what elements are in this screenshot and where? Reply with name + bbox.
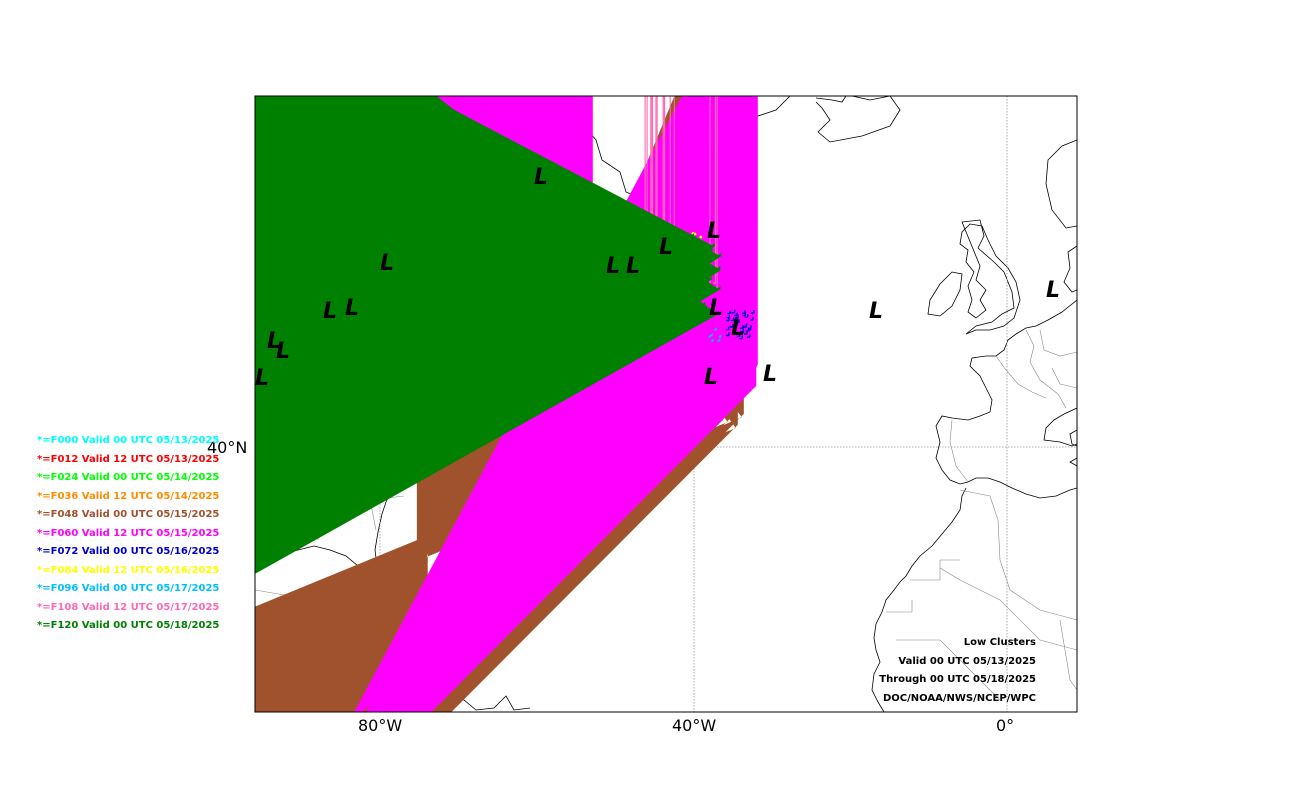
legend-item-f000: *=F000 Valid 00 UTC 05/13/2025	[37, 435, 220, 446]
cluster-marker	[747, 334, 751, 338]
cluster-marker	[725, 332, 730, 337]
low-center-symbol: L	[659, 235, 673, 260]
cluster-marker	[735, 314, 739, 319]
cluster-marker	[742, 310, 746, 314]
cluster-marker	[744, 314, 749, 318]
cluster-markers	[255, 96, 758, 712]
legend-item-f012: *=F012 Valid 12 UTC 05/13/2025	[37, 453, 220, 465]
low-center-symbol: L	[1046, 278, 1060, 303]
credits-agency: DOC/NOAA/NWS/NCEP/WPC	[883, 692, 1036, 704]
cluster-marker	[712, 96, 716, 285]
low-center-symbol: L	[534, 165, 548, 190]
cluster-marker	[734, 321, 738, 326]
cluster-marker	[739, 335, 743, 340]
legend-item-f060: *=F060 Valid 12 UTC 05/15/2025	[37, 527, 220, 539]
map-credits: Low Clusters Valid 00 UTC 05/13/2025 Thr…	[879, 634, 1036, 708]
cluster-marker	[727, 310, 731, 315]
cluster-marker	[717, 334, 722, 338]
cluster-marker	[707, 334, 712, 338]
low-center-symbol: L	[606, 254, 620, 279]
low-center-symbol: L	[869, 299, 883, 324]
lon-label-0: 0°	[996, 716, 1015, 735]
map-frame	[254, 95, 1078, 713]
low-center-symbol: L	[323, 299, 337, 324]
low-center-symbol: L	[626, 254, 640, 279]
low-center-symbol: L	[709, 296, 723, 321]
low-center-symbol: L	[255, 366, 269, 391]
cluster-marker	[255, 96, 443, 352]
low-center-symbol: L	[345, 296, 359, 321]
cluster-marker	[734, 312, 738, 317]
cluster-marker	[716, 338, 721, 342]
legend-item-f096: *=F096 Valid 00 UTC 05/17/2025	[37, 583, 220, 594]
cluster-marker	[710, 338, 714, 342]
low-center-symbol: L	[276, 339, 290, 364]
cluster-marker	[750, 317, 754, 321]
cluster-marker	[740, 328, 744, 333]
cluster-marker	[750, 310, 755, 314]
legend-item-f048: *=F048 Valid 00 UTC 05/15/2025	[37, 509, 220, 520]
legend-item-f108: *=F108 Valid 12 UTC 05/17/2025	[37, 601, 220, 613]
low-center-symbol: L	[704, 365, 718, 390]
cluster-marker	[713, 327, 717, 331]
low-center-symbol: L	[707, 219, 721, 244]
cluster-marker	[255, 361, 256, 365]
legend-item-f084: *=F084 Valid 12 UTC 05/16/2025	[37, 564, 220, 576]
cluster-marker	[709, 333, 713, 337]
cluster-marker	[699, 235, 703, 239]
lat-label-40n: 40°N	[207, 438, 248, 457]
cluster-marker	[733, 318, 738, 323]
credits-valid-start: Valid 00 UTC 05/13/2025	[898, 655, 1036, 667]
cluster-marker	[725, 326, 730, 331]
cluster-marker	[743, 323, 748, 328]
legend-item-f024: *=F024 Valid 00 UTC 05/14/2025	[37, 472, 220, 483]
legend-item-f036: *=F036 Valid 12 UTC 05/14/2025	[37, 490, 220, 502]
legend-item-f072: *=F072 Valid 00 UTC 05/16/2025	[37, 546, 220, 557]
cluster-marker	[736, 333, 741, 337]
low-center-symbol: L	[763, 362, 777, 387]
forecast-hour-legend: *=F000 Valid 00 UTC 05/13/2025 *=F012 Va…	[37, 432, 219, 636]
cluster-marker	[740, 325, 744, 329]
lon-label-80w: 80°W	[358, 716, 403, 735]
cluster-marker	[725, 317, 730, 322]
low-center-symbol: L	[731, 316, 745, 341]
credits-title: Low Clusters	[963, 637, 1036, 648]
cluster-marker	[731, 309, 736, 314]
credits-valid-end: Through 00 UTC 05/18/2025	[879, 674, 1036, 685]
cluster-marker	[729, 324, 734, 328]
cluster-marker	[745, 328, 750, 332]
cluster-marker	[693, 232, 697, 236]
low-center-symbol: L	[380, 251, 394, 276]
legend-item-f120: *=F120 Valid 00 UTC 05/18/2025	[37, 620, 220, 631]
cluster-marker	[730, 317, 735, 322]
lon-label-40w: 40°W	[672, 716, 717, 735]
low-center-symbol: L	[267, 329, 281, 354]
